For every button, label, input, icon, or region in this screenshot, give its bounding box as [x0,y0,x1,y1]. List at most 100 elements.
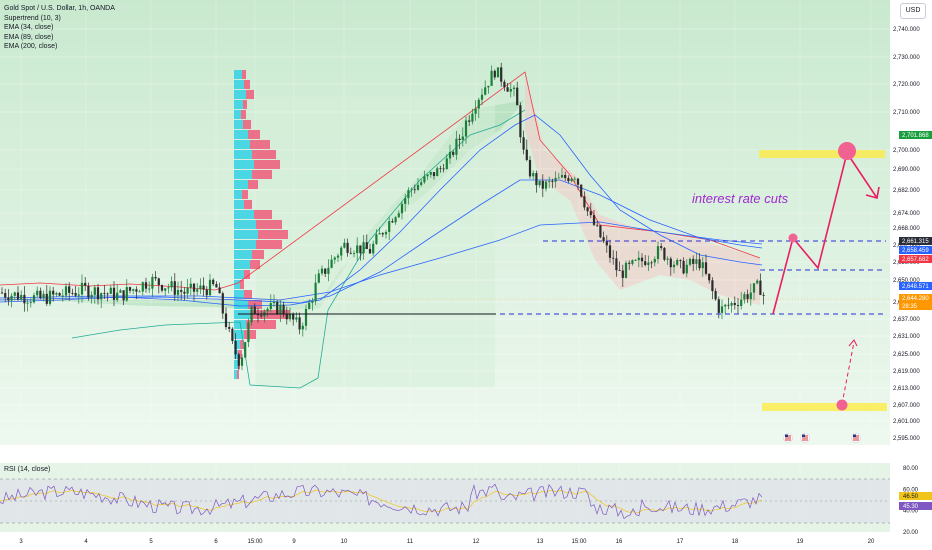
candle-body [624,262,628,278]
vp-bar-down [241,110,246,119]
candle-body [682,260,685,274]
candle-body [10,295,13,301]
projection-arrowhead-icon [865,186,880,200]
price-tick-label: 2,631.000 [893,334,920,340]
candle-body [292,313,295,320]
candle-body [676,259,679,265]
rsi-legend[interactable]: RSI (14, close) [4,466,51,473]
candle-body [55,293,58,295]
price-tick-label: 2,720.000 [893,82,920,88]
candle-body [452,151,455,155]
candle-body [480,94,484,100]
indicator-supertrend[interactable]: Supertrend (10, 3) [4,14,61,22]
vp-bar-down [237,370,239,379]
projection-path[interactable] [772,151,878,315]
alt-projection-dashed [841,341,855,405]
currency-button[interactable]: USD [900,3,926,19]
price-candles [0,62,765,371]
candle-body [426,174,429,177]
candle-body [375,234,378,244]
ema-89-line [0,179,763,304]
time-axis-bg [0,532,890,550]
price-tick-label: 2,625.000 [893,352,920,358]
candle-body [570,178,573,182]
candle-body [429,172,432,175]
candle-body [311,301,314,303]
supertrend-up-line [71,109,526,389]
candle-body [644,261,647,265]
candle-body [477,99,480,109]
candle-body [720,306,724,313]
candle-body [192,283,196,292]
candle-body [32,295,36,303]
rsi-pane-bg [0,462,890,532]
candle-body [125,287,128,301]
rsi-tag-label: 45.30 [903,504,919,510]
candle-body [71,292,74,294]
candle-body [196,289,199,292]
candle-body [384,232,388,235]
time-tick-label: 16 [616,539,623,545]
candle-body [167,287,170,289]
candle-body [746,294,749,300]
vp-bar-up [234,370,237,379]
vp-bar-up [234,220,256,229]
alt-projection-dot [836,399,848,411]
candle-body [656,246,660,259]
rsi-tick-label: 80.00 [903,466,919,472]
vp-bar-up [234,340,240,349]
rsi-line [0,483,763,520]
candle-body [253,306,256,315]
candle-body [304,308,308,326]
candle-body [256,314,260,316]
vp-bar-up [234,230,258,239]
vp-bar-up [234,150,252,159]
candle-body [48,290,52,304]
indicator-ema-34[interactable]: EMA (34, close) [4,24,54,32]
candle-body [349,252,352,254]
price-tag: 2,658.459 [899,246,932,254]
vp-bar-down [242,190,248,199]
vp-bar-up [234,190,242,199]
indicator-ema-89[interactable]: EMA (89, close) [4,33,54,41]
candle-body [128,287,132,291]
candle-body [324,268,327,274]
vp-bar-down [244,80,250,89]
vp-bar-down [242,70,246,79]
candle-body [576,178,580,185]
candle-body [368,248,372,254]
candle-body [317,273,320,283]
time-tick-label: 13 [537,539,544,545]
price-axis-bg [890,0,932,550]
candle-body [458,138,461,140]
candle-body [151,276,154,289]
candle-body [525,149,528,160]
candle-body [215,284,218,288]
symbol-title[interactable]: Gold Spot / U.S. Dollar, 1h, OANDA [4,5,115,12]
candle-body [64,286,68,296]
candle-body [68,286,71,293]
time-axis[interactable]: 3 4 5 6 15:00 9 10 11 12 13 15:00 16 17 18 19 20 [19,539,875,545]
rsi-axis: 20.00 40.00 60.00 80.00 [903,466,919,536]
candle-body [548,181,551,182]
candle-body [631,260,634,264]
indicator-ema-200[interactable]: EMA (200, close) [4,43,58,51]
candle-body [208,279,212,296]
candle-body [580,184,583,197]
time-tick-label: 6 [214,539,218,545]
time-tick-label: 12 [473,539,480,545]
candle-body [394,217,397,223]
candle-body [301,325,304,330]
candle-body [464,120,468,137]
vp-bar-down [243,120,251,129]
candle-body [80,282,84,295]
candle-body [119,290,122,293]
price-tick-label: 2,650.000 [893,278,920,284]
vp-bar-up [234,90,246,99]
target-zone-upper [759,150,885,158]
vp-bar-down [246,320,276,329]
candle-body [320,268,324,274]
price-tick-label: 2,595.000 [893,436,920,442]
candle-body [135,289,138,292]
